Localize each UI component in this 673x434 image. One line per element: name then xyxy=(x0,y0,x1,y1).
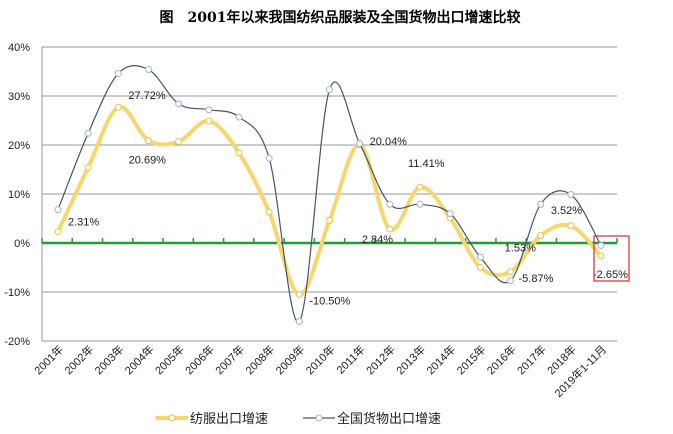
data-point-1 xyxy=(476,253,484,261)
y-tick-label: -20% xyxy=(4,336,30,348)
data-point-1 xyxy=(567,190,575,198)
data-point-1 xyxy=(537,200,545,208)
x-tick-label: 2019年1-11月 xyxy=(551,342,609,400)
legend-label: 全国货物出口增速 xyxy=(337,411,441,426)
data-label: -2.65% xyxy=(593,269,628,281)
data-point-0 xyxy=(476,264,484,271)
x-tick-label: 2004年 xyxy=(122,342,157,377)
data-point-0 xyxy=(205,117,213,125)
x-tick-label: 2009年 xyxy=(272,342,307,377)
data-label: -10.50% xyxy=(309,295,350,307)
data-label: 2.84% xyxy=(362,234,393,246)
x-tick-label: 2015年 xyxy=(453,342,488,377)
data-point-0 xyxy=(597,252,605,260)
x-tick-label: 2001年 xyxy=(31,342,66,377)
data-point-0 xyxy=(54,228,62,236)
data-point-0 xyxy=(386,225,394,233)
y-tick-label: 40% xyxy=(8,42,30,54)
data-point-1 xyxy=(235,113,243,121)
x-tick-label: 2012年 xyxy=(363,342,398,377)
data-point-0 xyxy=(145,137,152,145)
x-tick-label: 2011年 xyxy=(333,342,367,376)
data-point-1 xyxy=(507,277,514,285)
data-label: 3.52% xyxy=(551,205,582,217)
legend: 纺服出口增速 全国货物出口增速 xyxy=(156,411,441,426)
data-point-1 xyxy=(356,140,364,148)
x-tick-label: 2003年 xyxy=(91,342,126,377)
x-tick-label: 2006年 xyxy=(182,342,217,377)
legend-marker xyxy=(315,414,323,422)
legend-label: 纺服出口增速 xyxy=(190,411,268,426)
data-point-1 xyxy=(145,66,152,74)
data-label: -5.87% xyxy=(519,273,554,285)
data-label: 20.04% xyxy=(370,136,408,148)
data-label: 1.53% xyxy=(505,243,536,255)
y-tick-label: 0% xyxy=(14,238,30,250)
data-point-1 xyxy=(386,200,394,208)
x-tick-label: 2002年 xyxy=(61,342,96,377)
data-point-0 xyxy=(265,208,273,216)
y-tick-label: 20% xyxy=(8,140,30,152)
data-point-1 xyxy=(597,241,605,249)
data-point-1 xyxy=(416,200,424,208)
data-point-1 xyxy=(84,129,92,137)
data-point-0 xyxy=(416,183,424,191)
x-tick-label: 2016年 xyxy=(484,342,519,377)
data-point-0 xyxy=(84,164,92,172)
data-point-1 xyxy=(175,100,183,108)
x-tick-label: 2008年 xyxy=(242,342,277,377)
data-point-0 xyxy=(507,268,514,276)
data-label: 27.72% xyxy=(128,90,166,102)
x-tick-label: 2010年 xyxy=(303,342,338,377)
x-tick-label: 2017年 xyxy=(514,342,549,377)
data-point-1 xyxy=(265,154,273,162)
data-point-1 xyxy=(295,317,303,325)
data-point-1 xyxy=(205,106,213,114)
data-point-0 xyxy=(295,290,303,298)
data-point-0 xyxy=(567,222,575,230)
data-label: 11.41% xyxy=(408,158,445,170)
data-point-1 xyxy=(54,206,62,214)
data-point-1 xyxy=(114,69,122,77)
data-point-1 xyxy=(326,86,333,94)
x-tick-label: 2007年 xyxy=(212,342,247,377)
x-tick-label: 2005年 xyxy=(152,342,187,377)
data-point-0 xyxy=(537,232,545,240)
x-tick-label: 2014年 xyxy=(423,342,458,377)
data-point-0 xyxy=(235,149,243,157)
x-tick-label: 2013年 xyxy=(393,342,428,377)
y-tick-label: 10% xyxy=(8,189,30,201)
series-line-0 xyxy=(56,105,603,297)
highlight-box xyxy=(593,235,630,282)
data-point-1 xyxy=(446,210,454,218)
y-tick-label: -10% xyxy=(4,287,30,299)
data-label: 20.69% xyxy=(129,155,167,167)
chart-title: 图 2001年以来我国纺织品服装及全国货物出口增速比较 xyxy=(160,9,521,26)
legend-marker xyxy=(168,414,176,422)
data-label: 2.31% xyxy=(68,217,99,229)
data-point-0 xyxy=(114,103,122,111)
data-point-0 xyxy=(175,138,183,146)
y-tick-label: 30% xyxy=(8,91,30,103)
data-point-0 xyxy=(326,216,333,224)
